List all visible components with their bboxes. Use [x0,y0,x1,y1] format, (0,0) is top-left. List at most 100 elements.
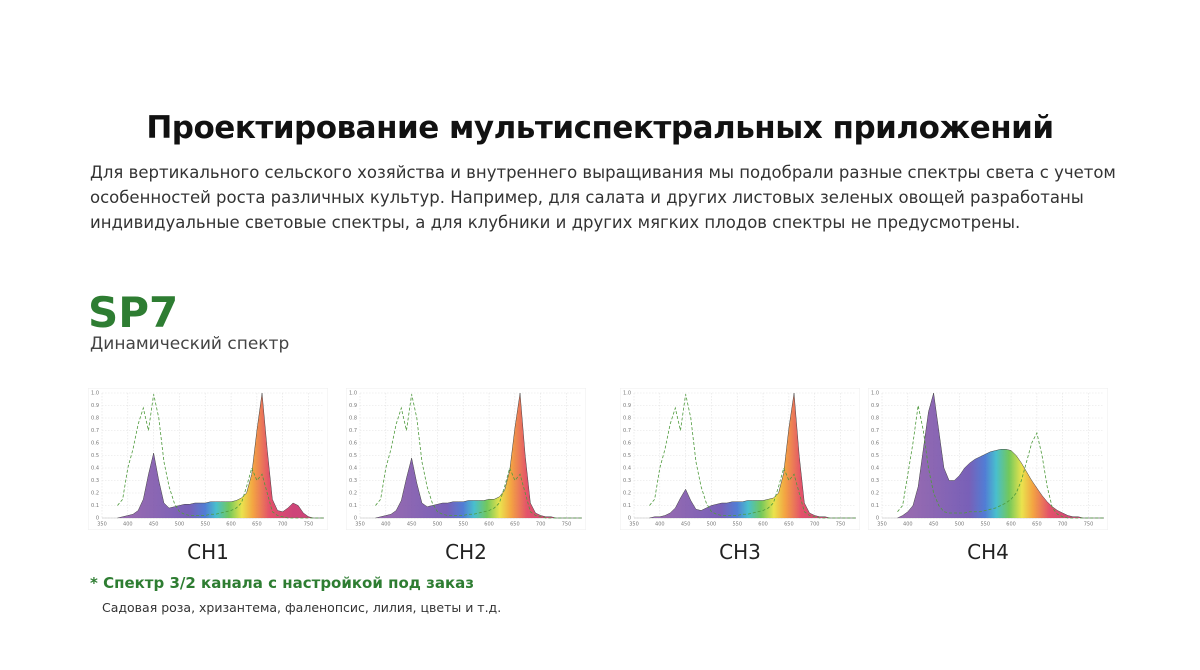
y-tick-label: 0.9 [871,403,879,409]
chart-caption: CH4 [967,540,1009,564]
x-tick-label: 550 [732,522,742,528]
note-title: * Спектр 3/2 канала с настройкой под зак… [90,574,474,592]
y-tick-label: 0.8 [871,416,879,422]
chart-caption: CH1 [187,540,229,564]
x-tick-label: 500 [175,522,185,528]
y-tick-label: 1.0 [349,391,357,397]
y-tick-label: 0.7 [623,428,631,434]
y-tick-label: 0.9 [623,403,631,409]
y-tick-label: 0.9 [349,403,357,409]
spectrum-line [117,392,324,519]
x-tick-label: 700 [278,522,288,528]
spectrum-chart: 0 0.1 0.2 0.3 0.4 0.5 0.6 0.7 0.8 0.9 1.0 350 400 450… [620,388,860,530]
x-tick-label: 650 [784,522,794,528]
y-tick-label: 0.3 [623,478,631,484]
x-tick-label: 750 [836,522,846,528]
y-tick-label: 0 [354,516,357,522]
x-tick-label: 650 [252,522,262,528]
y-tick-label: 0.5 [871,453,879,459]
description: Для вертикального сельского хозяйства и … [90,163,1116,232]
chart-caption: CH2 [445,540,487,564]
x-tick-label: 750 [304,522,314,528]
y-tick-label: 0.7 [91,428,99,434]
y-tick-label: 0.3 [91,478,99,484]
x-tick-label: 650 [1032,522,1042,528]
y-tick-label: 0.5 [91,453,99,459]
y-tick-label: 0.2 [349,491,357,497]
x-tick-label: 350 [877,522,887,528]
title: Проектирование мультиспектральных прилож… [146,110,1054,146]
x-tick-label: 650 [510,522,520,528]
y-tick-label: 0.6 [623,441,631,447]
y-tick-label: 0.7 [349,428,357,434]
y-tick-label: 1.0 [623,391,631,397]
product-name: SP7 [88,288,179,337]
x-tick-label: 400 [655,522,665,528]
reference-line [897,405,1104,519]
x-tick-label: 600 [484,522,494,528]
y-tick-label: 0.1 [91,503,99,509]
spectrum-chart: 0 0.1 0.2 0.3 0.4 0.5 0.6 0.7 0.8 0.9 1.0 350 400 450… [868,388,1108,530]
x-tick-label: 500 [433,522,443,528]
x-tick-label: 450 [681,522,691,528]
y-tick-label: 0 [876,516,879,522]
y-tick-label: 0.6 [871,441,879,447]
x-tick-label: 600 [758,522,768,528]
y-tick-label: 0.1 [623,503,631,509]
x-tick-label: 450 [149,522,159,528]
y-tick-label: 0.4 [349,466,357,472]
x-tick-label: 700 [810,522,820,528]
x-tick-label: 550 [200,522,210,528]
chart-caption: CH3 [719,540,761,564]
x-tick-label: 450 [407,522,417,528]
y-tick-label: 0.7 [871,428,879,434]
y-tick-label: 0.2 [623,491,631,497]
y-tick-label: 0.6 [349,441,357,447]
product-subtitle: Динамический спектр [90,334,290,354]
x-tick-label: 700 [536,522,546,528]
y-tick-label: 0.3 [871,478,879,484]
x-tick-label: 400 [381,522,391,528]
y-tick-label: 0.3 [349,478,357,484]
y-tick-label: 0.5 [349,453,357,459]
x-tick-label: 550 [980,522,990,528]
y-tick-label: 0.1 [871,503,879,509]
spectrum-area [897,393,1104,518]
y-tick-label: 0.4 [91,466,99,472]
spectrum-chart: 0 0.1 0.2 0.3 0.4 0.5 0.6 0.7 0.8 0.9 1.0 350 400 450… [346,388,586,530]
x-tick-label: 400 [903,522,913,528]
x-tick-label: 400 [123,522,133,528]
note-text: Садовая роза, хризантема, фаленопсис, ли… [102,600,502,615]
y-tick-label: 1.0 [871,391,879,397]
spectrum-line [897,392,1104,519]
spectrum-line [375,392,582,519]
y-tick-label: 0.4 [871,466,879,472]
y-tick-label: 0.2 [871,491,879,497]
y-tick-label: 0.8 [349,416,357,422]
x-tick-label: 750 [562,522,572,528]
spectrum-chart: 0 0.1 0.2 0.3 0.4 0.5 0.6 0.7 0.8 0.9 1.0 350 400 450… [88,388,328,530]
y-tick-label: 0.8 [91,416,99,422]
x-tick-label: 550 [458,522,468,528]
x-tick-label: 750 [1084,522,1094,528]
x-tick-label: 500 [707,522,717,528]
x-tick-label: 350 [629,522,639,528]
x-tick-label: 600 [226,522,236,528]
x-tick-label: 350 [97,522,107,528]
y-tick-label: 0.9 [91,403,99,409]
y-tick-label: 0.2 [91,491,99,497]
y-tick-label: 0.1 [349,503,357,509]
y-tick-label: 0.4 [623,466,631,472]
y-tick-label: 0.5 [623,453,631,459]
y-tick-label: 1.0 [91,391,99,397]
x-tick-label: 600 [1006,522,1016,528]
x-tick-label: 450 [929,522,939,528]
y-tick-label: 0 [628,516,631,522]
spectrum-line [649,392,856,519]
y-tick-label: 0.6 [91,441,99,447]
y-tick-label: 0 [96,516,99,522]
y-tick-label: 0.8 [623,416,631,422]
x-tick-label: 350 [355,522,365,528]
x-tick-label: 500 [955,522,965,528]
